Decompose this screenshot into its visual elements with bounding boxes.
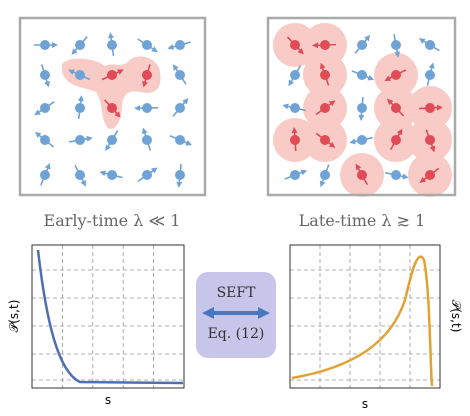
peak-curve [291, 255, 434, 387]
seft-reference: Eq. (12) [208, 326, 265, 342]
spin [40, 170, 50, 180]
spin [107, 135, 117, 145]
x-label: s [362, 397, 368, 411]
spin [425, 40, 435, 50]
spin [40, 40, 50, 50]
spin [425, 70, 435, 80]
plot-frame [289, 244, 441, 389]
y-label: 𝒫(s,t) [7, 300, 21, 333]
spin [320, 135, 330, 145]
spin [391, 170, 401, 180]
spin [357, 170, 367, 180]
spin [107, 170, 117, 180]
x-label: s [105, 393, 111, 407]
spin [320, 40, 330, 50]
spin [40, 103, 50, 113]
plot-frame [31, 244, 185, 389]
spin [142, 103, 152, 113]
spin [391, 70, 401, 80]
y-label: 𝒫(s,t) [449, 300, 463, 333]
domain-region [61, 56, 161, 129]
spin [75, 170, 85, 180]
spin [175, 103, 185, 113]
panel-label: Late-time λ ≳ 1 [299, 211, 426, 230]
spin [142, 70, 152, 80]
spin [107, 40, 117, 50]
spin [142, 40, 152, 50]
spin [40, 70, 50, 80]
spin [357, 135, 367, 145]
spin [142, 135, 152, 145]
spin [75, 135, 85, 145]
spin [175, 170, 185, 180]
spin [357, 40, 367, 50]
spin [175, 70, 185, 80]
spin [40, 135, 50, 145]
spin [425, 103, 435, 113]
spin [175, 40, 185, 50]
spin [290, 40, 300, 50]
spin [290, 170, 300, 180]
spin [391, 103, 401, 113]
seft-title: SEFT [217, 285, 257, 301]
panel-frame [266, 16, 457, 197]
spin [391, 135, 401, 145]
spin [290, 70, 300, 80]
spin [290, 103, 300, 113]
spin [175, 135, 185, 145]
spins [34, 32, 443, 188]
spin [142, 170, 152, 180]
spin [391, 40, 401, 50]
spin [425, 135, 435, 145]
spin [320, 170, 330, 180]
spin [357, 103, 367, 113]
spin [75, 103, 85, 113]
spin [357, 70, 367, 80]
spin [290, 135, 300, 145]
panel-label: Early-time λ ≪ 1 [44, 211, 181, 230]
spin [425, 170, 435, 180]
spin [320, 103, 330, 113]
spin [107, 103, 117, 113]
decay-curve [36, 249, 184, 385]
panel-frame [18, 16, 207, 197]
plot-grids [32, 245, 440, 388]
spin [75, 70, 85, 80]
spin [75, 40, 85, 50]
spin [320, 70, 330, 80]
spin [107, 70, 117, 80]
